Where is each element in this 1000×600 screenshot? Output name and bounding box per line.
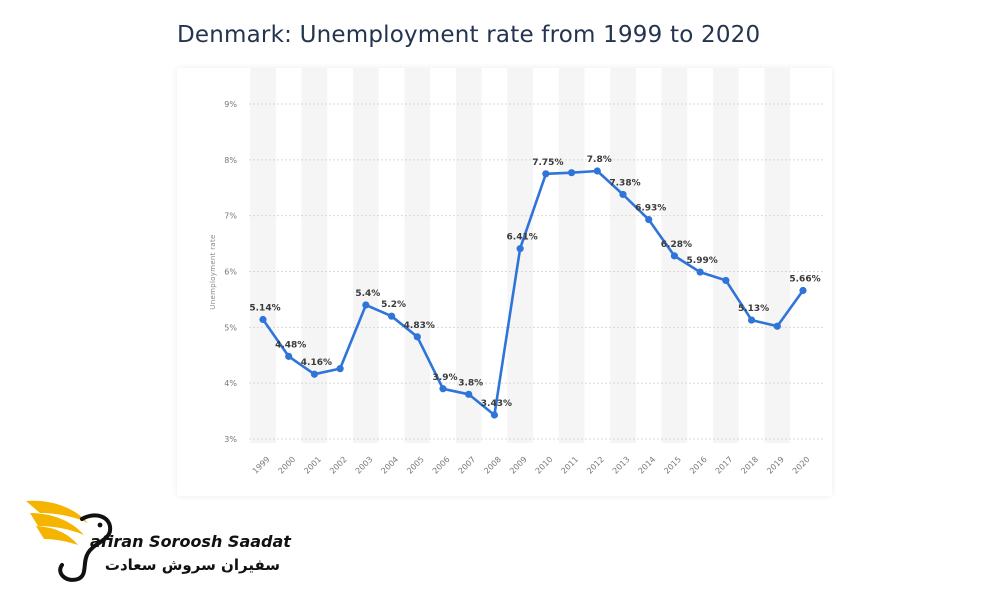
x-tick-label: 2014	[637, 455, 658, 476]
data-label: 3.9%	[433, 373, 458, 383]
x-tick-label: 2018	[739, 455, 760, 476]
data-point	[567, 169, 576, 177]
data-point	[336, 365, 344, 373]
column-band	[610, 68, 636, 443]
data-point	[465, 390, 473, 398]
x-tick-label: 2005	[405, 455, 426, 476]
x-tick-label: 2013	[611, 455, 632, 476]
data-label: 5.13%	[738, 304, 769, 314]
data-point	[387, 312, 396, 320]
data-label: 5.4%	[355, 289, 380, 299]
x-tick-label: 2007	[457, 455, 478, 476]
data-label: 7.75%	[532, 158, 563, 168]
x-tick-label: 2020	[791, 455, 812, 476]
data-point	[799, 286, 807, 295]
data-label: 6.93%	[635, 204, 666, 214]
y-tick-label: 7%	[224, 212, 237, 221]
brand-name-persian: سفیران سروش سعادت	[104, 556, 280, 574]
data-label: 5.14%	[249, 304, 280, 314]
data-label: 6.28%	[661, 240, 692, 250]
y-axis-label: Unemployment rate	[209, 234, 217, 309]
column-band	[713, 68, 739, 443]
data-point	[773, 322, 781, 330]
data-label: 5.2%	[381, 300, 406, 310]
x-tick-label: 2006	[431, 455, 452, 476]
column-band	[404, 68, 431, 443]
x-tick-label: 2008	[482, 455, 503, 476]
data-points	[259, 167, 807, 419]
column-band	[558, 68, 585, 443]
y-tick-labels: 3% 4% 5% 6% 7% 8% 9%	[224, 100, 237, 444]
x-tick-label: 2004	[379, 455, 400, 476]
data-point	[722, 276, 730, 285]
brand-name-english: afiran Soroosh Saadat	[90, 532, 291, 551]
data-label: 7.38%	[609, 178, 640, 188]
x-tick-label: 2011	[559, 455, 580, 476]
data-label: 4.83%	[404, 321, 435, 331]
data-label: 4.48%	[275, 340, 306, 350]
x-tick-label: 2000	[277, 455, 298, 476]
data-point	[516, 245, 524, 253]
data-point	[670, 252, 679, 260]
x-tick-label: 2015	[662, 455, 683, 476]
chart-title: Denmark: Unemployment rate from 1999 to …	[177, 22, 761, 48]
y-tick-label: 8%	[224, 156, 237, 165]
brand-logo-icon	[26, 500, 113, 582]
data-point	[310, 370, 319, 378]
y-tick-label: 4%	[224, 379, 237, 388]
data-point	[593, 167, 601, 175]
data-point	[439, 385, 447, 393]
y-tick-label: 6%	[224, 268, 237, 277]
data-label: 7.8%	[587, 155, 612, 165]
column-band	[353, 68, 379, 443]
data-label: 6.41%	[507, 233, 538, 243]
data-point	[747, 316, 756, 324]
data-label: 3.43%	[481, 399, 512, 409]
series-line	[261, 169, 805, 417]
column-band	[455, 68, 482, 443]
data-label: 4.16%	[301, 358, 332, 368]
data-point	[696, 268, 704, 276]
x-tick-label: 1999	[251, 455, 272, 476]
x-tick-label: 2012	[585, 455, 606, 476]
gridlines	[249, 103, 825, 440]
x-tick-label: 2003	[354, 455, 375, 476]
data-point	[542, 170, 550, 178]
x-tick-label: 2009	[508, 455, 529, 476]
data-point	[362, 301, 370, 309]
data-label: 3.8%	[458, 378, 483, 388]
y-tick-label: 5%	[224, 323, 237, 332]
column-band	[301, 68, 328, 443]
x-tick-labels: 1999 2000 2001 2002 2003 2004 2005 2006 2007 2008…	[251, 455, 812, 476]
column-band	[764, 68, 791, 443]
x-tick-label: 2019	[765, 455, 786, 476]
data-labels: 5.14% 4.48% 4.16% 5.4%5.2% 4.83% 3.9%3.8% 3.43…	[249, 155, 820, 409]
data-point	[490, 411, 499, 419]
x-tick-label: 2017	[714, 455, 735, 476]
x-tick-label: 2010	[534, 455, 555, 476]
data-point	[259, 315, 267, 324]
x-tick-label: 2002	[328, 455, 349, 476]
data-point	[645, 215, 653, 224]
y-tick-label: 9%	[224, 100, 237, 109]
data-label: 5.99%	[687, 256, 718, 266]
data-label: 5.66%	[789, 274, 820, 284]
x-tick-label: 2016	[688, 455, 709, 476]
y-tick-label: 3%	[224, 435, 237, 444]
column-bands	[250, 68, 791, 443]
data-point	[285, 352, 293, 360]
line-chart: 3%4%5%6%7%8%9% 1999 2000 2001 2002 2003 2004 2…	[209, 68, 825, 476]
column-band	[250, 68, 276, 443]
data-point	[413, 333, 421, 341]
chart-card: 3% 4% 5% 6% 7% 8% 9% 1999 2000 2001 2002 2003 2004 2…	[177, 68, 832, 496]
data-point	[619, 190, 627, 199]
x-tick-label: 2001	[302, 455, 323, 476]
